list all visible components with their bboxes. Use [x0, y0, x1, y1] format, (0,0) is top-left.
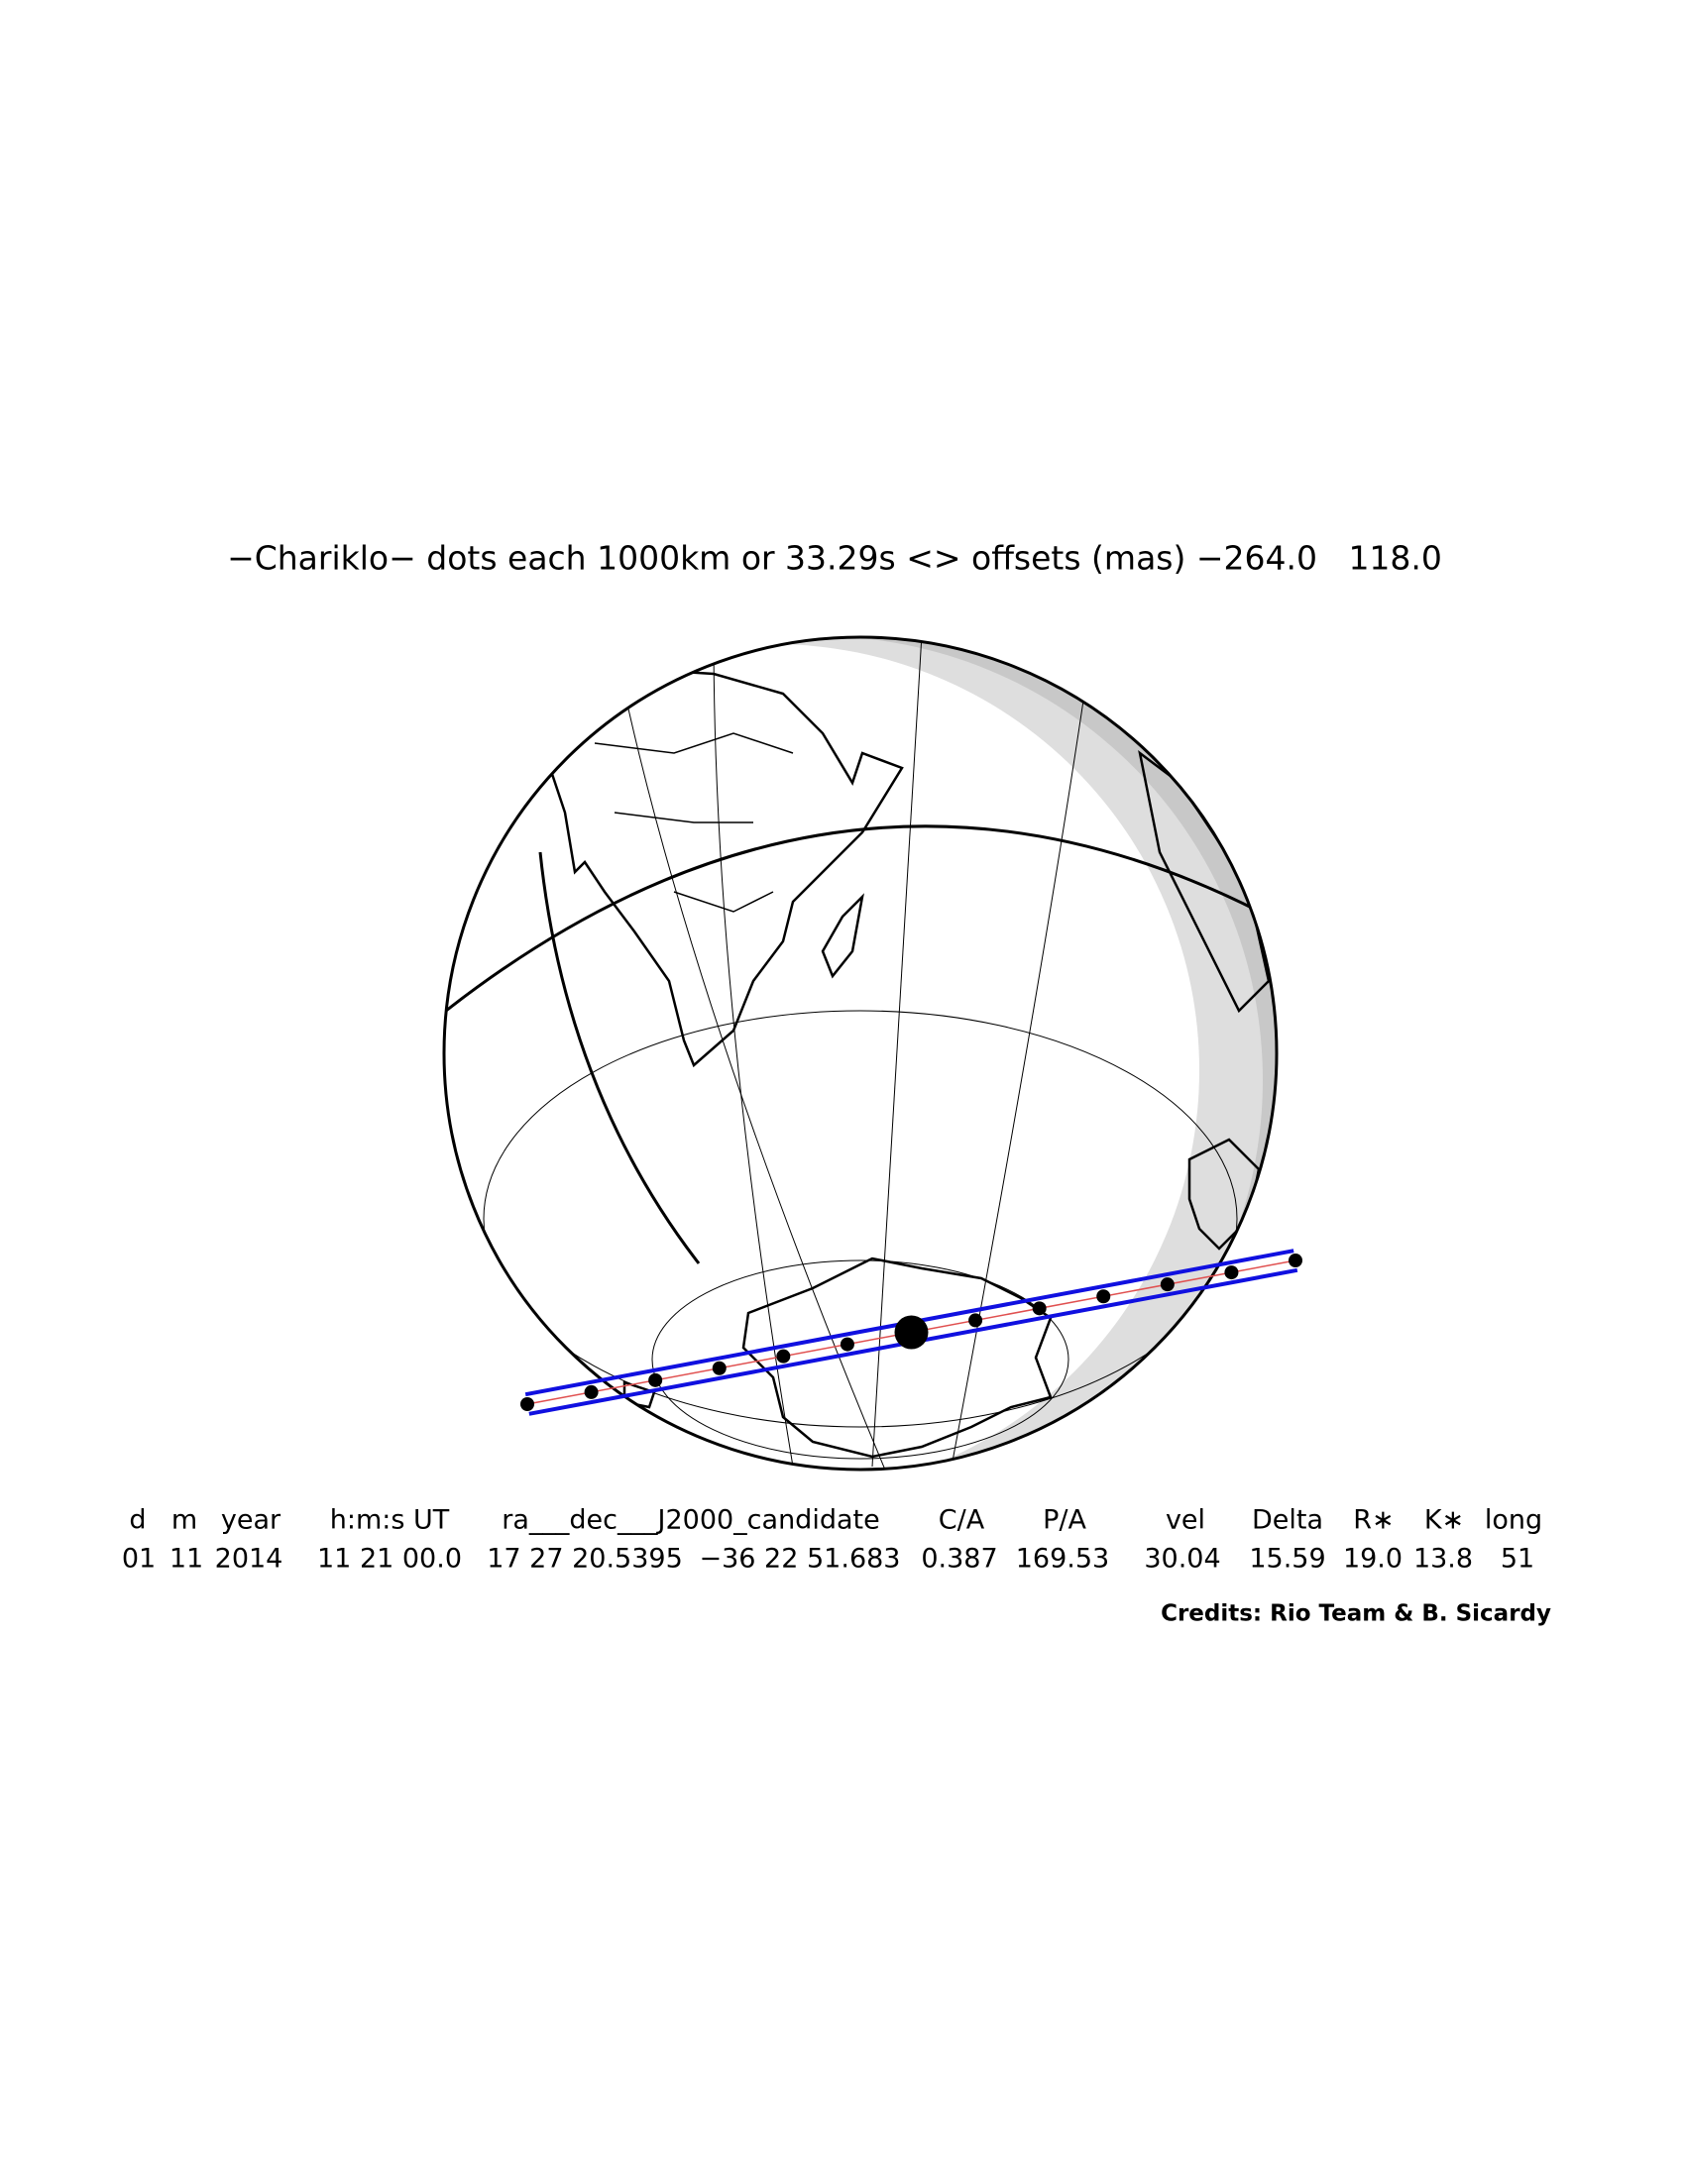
- column-header: C/A: [939, 1505, 985, 1536]
- column-header: K∗: [1424, 1505, 1464, 1536]
- prediction-table: d m year h:m:s UT ra___dec___J2000_candidate…: [122, 1505, 1542, 1575]
- table-value: 19.0: [1343, 1544, 1403, 1575]
- column-header: year: [221, 1505, 281, 1536]
- column-header: ra___dec___J2000_candidate: [502, 1505, 879, 1536]
- time-dot: [1289, 1254, 1302, 1267]
- time-dot: [1032, 1301, 1047, 1316]
- credits: Credits: Rio Team & B. Sicardy: [1161, 1601, 1551, 1627]
- table-value: 0.387: [921, 1544, 997, 1575]
- coastlines: [543, 667, 1271, 1459]
- time-dot: [520, 1397, 534, 1411]
- time-dot: [584, 1384, 599, 1399]
- table-value: 01: [122, 1544, 156, 1575]
- column-header: Delta: [1252, 1505, 1323, 1536]
- table-value: 17 27 20.5395: [487, 1544, 683, 1575]
- table-value: 51: [1501, 1544, 1534, 1575]
- time-dot: [1096, 1289, 1111, 1304]
- table-value: 11 21 00.0: [317, 1544, 462, 1575]
- time-dot: [1160, 1277, 1175, 1292]
- time-dot: [776, 1349, 791, 1364]
- column-header: long: [1485, 1505, 1542, 1536]
- table-value: 2014: [215, 1544, 283, 1575]
- column-header: h:m:s UT: [330, 1505, 450, 1536]
- table-value: 13.8: [1413, 1544, 1473, 1575]
- time-dot: [712, 1361, 727, 1375]
- column-header: vel: [1166, 1505, 1205, 1536]
- time-dot: [1224, 1265, 1239, 1280]
- table-value: −36 22 51.683: [700, 1544, 901, 1575]
- map-title: −Chariklo− dots each 1000km or 33.29s <>…: [227, 539, 1442, 578]
- shadow-path: [520, 1249, 1302, 1416]
- day-side: [444, 644, 1199, 1470]
- time-dot: [648, 1372, 663, 1387]
- time-dot: [840, 1337, 854, 1352]
- column-header: R∗: [1353, 1505, 1394, 1536]
- closest-approach: [894, 1315, 929, 1350]
- column-header: d: [129, 1505, 146, 1536]
- table-value: 15.59: [1249, 1544, 1325, 1575]
- table-value: 30.04: [1144, 1544, 1220, 1575]
- column-header: P/A: [1043, 1505, 1086, 1536]
- table-value: 11: [169, 1544, 203, 1575]
- column-header: m: [171, 1505, 197, 1536]
- globe: [444, 637, 1277, 1470]
- time-dot: [968, 1313, 983, 1328]
- globe-outline: [442, 635, 1279, 1472]
- table-value: 169.53: [1016, 1544, 1109, 1575]
